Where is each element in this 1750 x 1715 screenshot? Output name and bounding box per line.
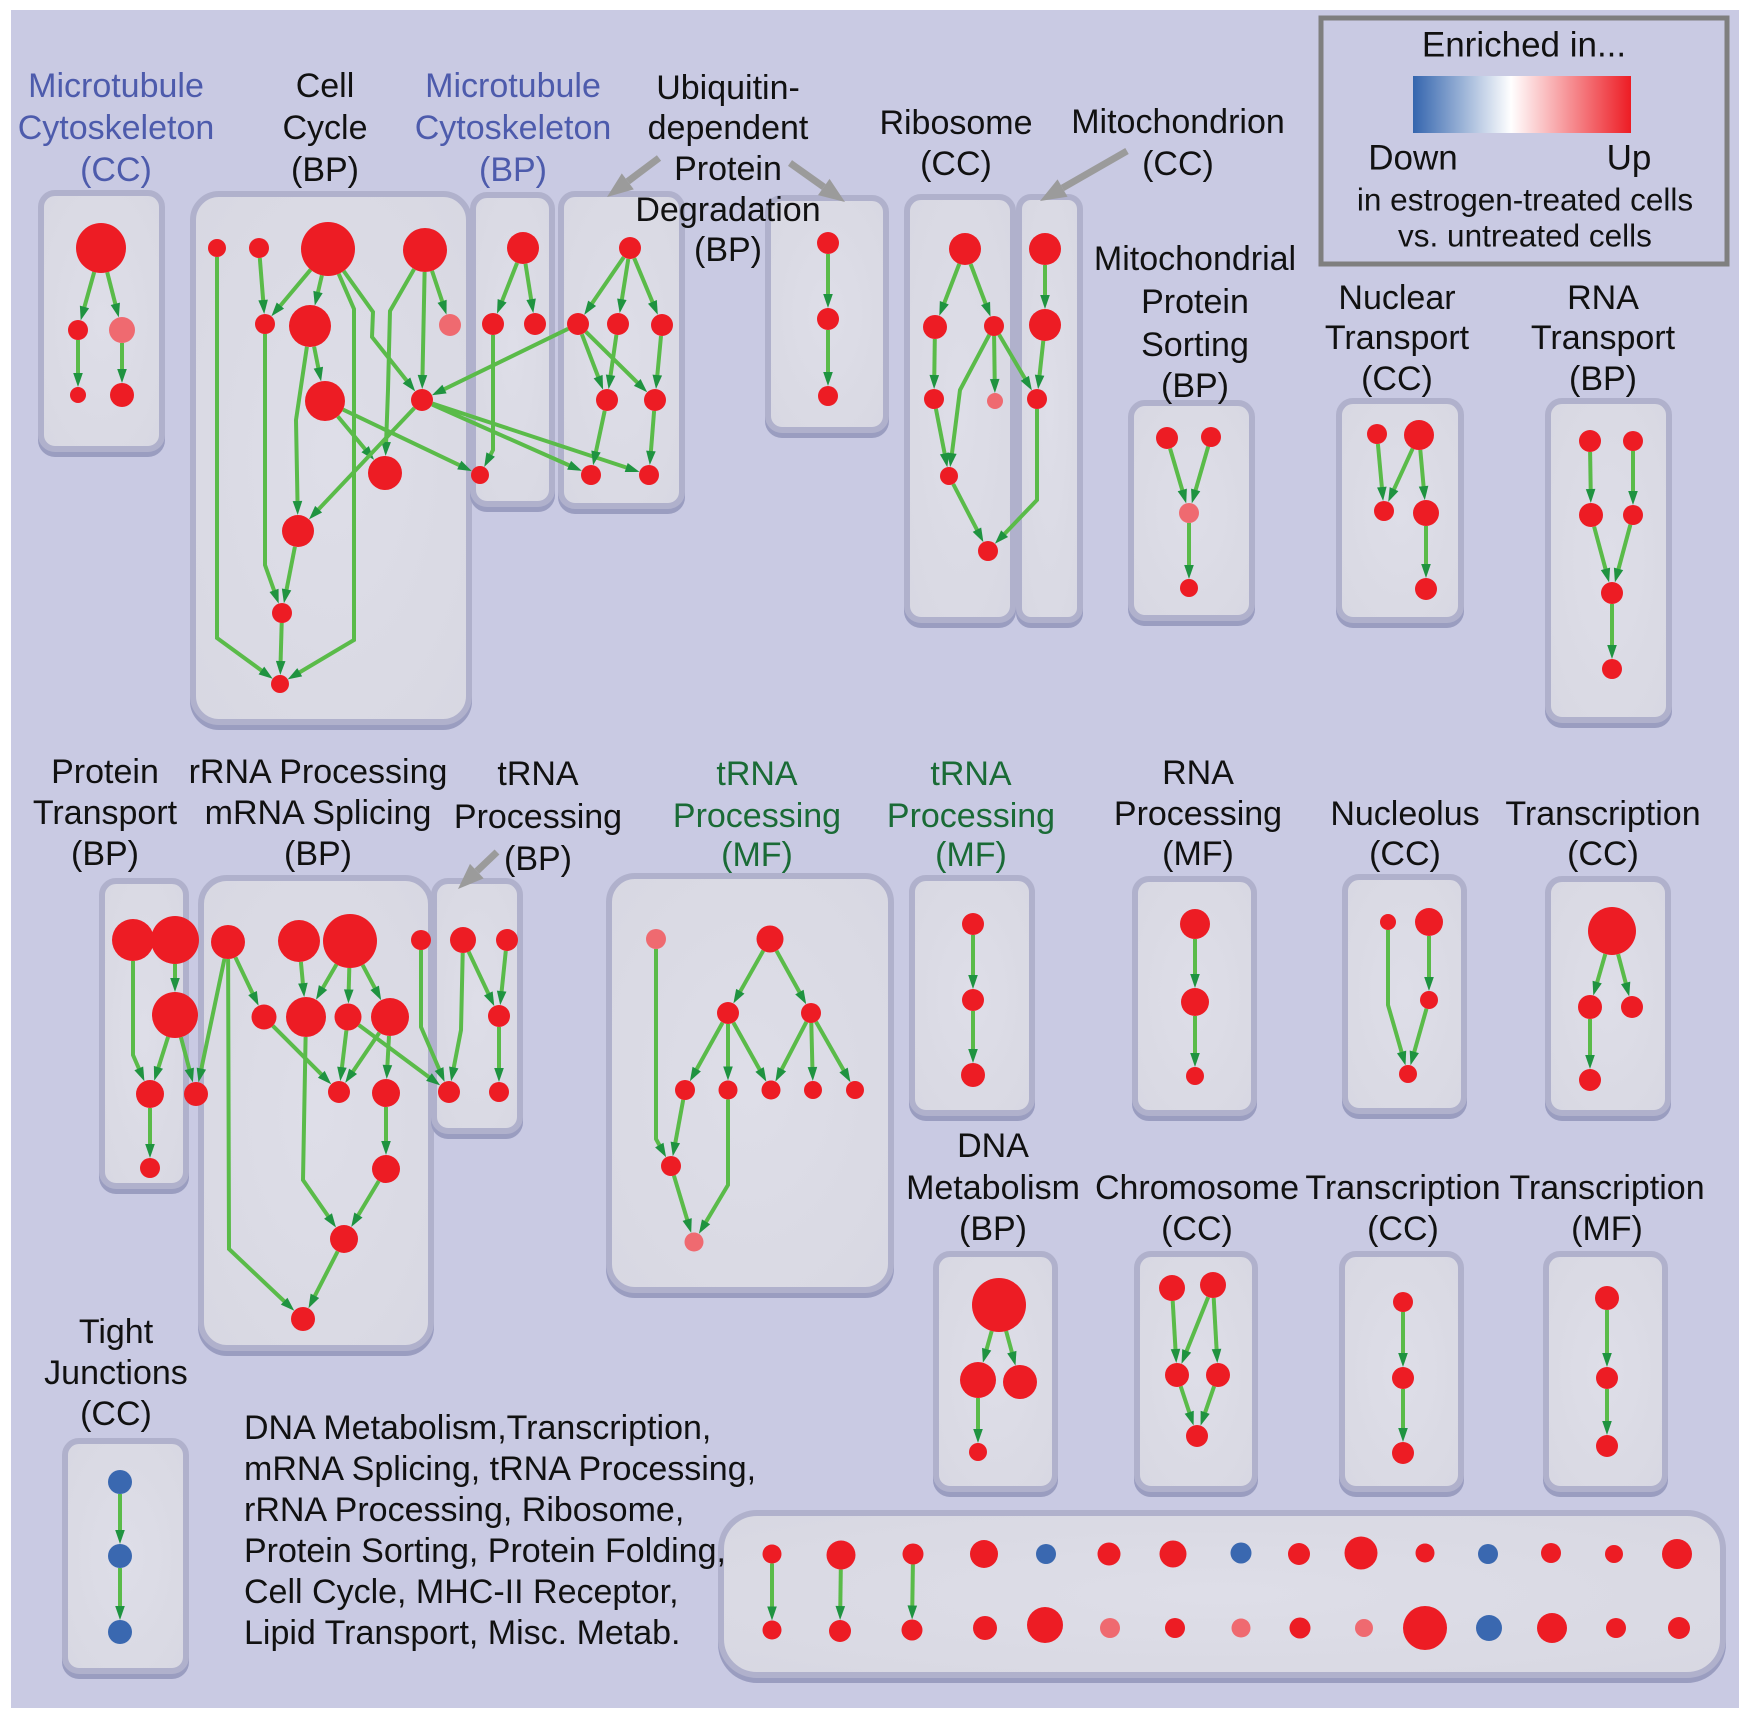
svg-text:Processing: Processing bbox=[454, 798, 622, 836]
svg-text:(CC): (CC) bbox=[80, 1395, 152, 1433]
svg-text:RNA: RNA bbox=[1567, 279, 1639, 317]
svg-text:(BP): (BP) bbox=[1161, 367, 1229, 405]
svg-text:(BP): (BP) bbox=[504, 840, 572, 878]
svg-text:(MF): (MF) bbox=[1571, 1210, 1643, 1248]
svg-text:Down: Down bbox=[1368, 138, 1457, 177]
svg-text:Lipid Transport, Misc. Metab.: Lipid Transport, Misc. Metab. bbox=[244, 1614, 681, 1652]
svg-text:Transport: Transport bbox=[1325, 319, 1470, 357]
svg-text:Nuclear: Nuclear bbox=[1338, 279, 1455, 317]
svg-text:Ubiquitin-: Ubiquitin- bbox=[656, 69, 800, 107]
svg-text:Enriched in...: Enriched in... bbox=[1422, 25, 1626, 64]
svg-text:Up: Up bbox=[1607, 138, 1652, 177]
svg-text:vs. untreated cells: vs. untreated cells bbox=[1398, 217, 1652, 253]
svg-text:(BP): (BP) bbox=[284, 835, 352, 873]
svg-text:(CC): (CC) bbox=[1361, 360, 1433, 398]
svg-text:dependent: dependent bbox=[648, 109, 809, 147]
svg-text:Metabolism: Metabolism bbox=[906, 1169, 1080, 1207]
svg-text:(BP): (BP) bbox=[1569, 360, 1637, 398]
svg-text:Mitochondrial: Mitochondrial bbox=[1094, 240, 1296, 278]
svg-text:Protein: Protein bbox=[1141, 283, 1249, 321]
svg-text:RNA: RNA bbox=[1162, 754, 1234, 792]
svg-text:(BP): (BP) bbox=[694, 231, 762, 269]
svg-text:(BP): (BP) bbox=[959, 1210, 1027, 1248]
svg-text:Tight: Tight bbox=[79, 1313, 154, 1351]
svg-text:mRNA Splicing: mRNA Splicing bbox=[205, 794, 432, 832]
svg-text:Sorting: Sorting bbox=[1141, 326, 1249, 364]
svg-text:(CC): (CC) bbox=[1367, 1210, 1439, 1248]
svg-text:Protein Sorting, Protein Foldi: Protein Sorting, Protein Folding, bbox=[244, 1532, 726, 1570]
svg-text:Transcription: Transcription bbox=[1509, 1169, 1704, 1207]
svg-text:DNA: DNA bbox=[957, 1127, 1029, 1165]
svg-text:Cell Cycle, MHC-II Receptor,: Cell Cycle, MHC-II Receptor, bbox=[244, 1573, 679, 1611]
svg-text:Ribosome: Ribosome bbox=[879, 104, 1032, 142]
svg-text:Microtubule: Microtubule bbox=[425, 67, 601, 105]
svg-text:Junctions: Junctions bbox=[44, 1354, 188, 1392]
svg-text:Protein: Protein bbox=[674, 150, 782, 188]
svg-text:(CC): (CC) bbox=[1142, 145, 1214, 183]
svg-text:Chromosome: Chromosome bbox=[1095, 1169, 1299, 1207]
svg-text:Transport: Transport bbox=[1531, 319, 1676, 357]
svg-text:Processing: Processing bbox=[1114, 795, 1282, 833]
svg-text:Nucleolus: Nucleolus bbox=[1330, 795, 1479, 833]
svg-text:mRNA Splicing, tRNA Processing: mRNA Splicing, tRNA Processing, bbox=[244, 1450, 756, 1488]
svg-text:Processing: Processing bbox=[673, 797, 841, 835]
svg-text:(MF): (MF) bbox=[1162, 835, 1234, 873]
svg-text:rRNA Processing, Ribosome,: rRNA Processing, Ribosome, bbox=[244, 1491, 684, 1529]
svg-text:(MF): (MF) bbox=[935, 836, 1007, 874]
svg-text:(BP): (BP) bbox=[291, 151, 359, 189]
svg-text:(CC): (CC) bbox=[80, 151, 152, 189]
svg-text:in estrogen-treated cells: in estrogen-treated cells bbox=[1357, 181, 1693, 217]
svg-text:Cytoskeleton: Cytoskeleton bbox=[415, 109, 612, 147]
svg-text:Microtubule: Microtubule bbox=[28, 67, 204, 105]
svg-text:(CC): (CC) bbox=[1567, 835, 1639, 873]
svg-text:tRNA: tRNA bbox=[716, 755, 798, 793]
svg-text:Transport: Transport bbox=[33, 794, 178, 832]
svg-text:Processing: Processing bbox=[887, 797, 1055, 835]
svg-text:Cycle: Cycle bbox=[282, 109, 367, 147]
svg-text:Protein: Protein bbox=[51, 753, 159, 791]
svg-text:(MF): (MF) bbox=[721, 836, 793, 874]
svg-text:Transcription: Transcription bbox=[1505, 795, 1700, 833]
svg-text:Cytoskeleton: Cytoskeleton bbox=[18, 109, 215, 147]
svg-text:Cell: Cell bbox=[296, 67, 355, 105]
svg-text:tRNA: tRNA bbox=[930, 755, 1012, 793]
svg-text:(CC): (CC) bbox=[1161, 1210, 1233, 1248]
svg-text:(CC): (CC) bbox=[920, 145, 992, 183]
svg-text:Transcription: Transcription bbox=[1305, 1169, 1500, 1207]
svg-text:(BP): (BP) bbox=[71, 835, 139, 873]
svg-text:(CC): (CC) bbox=[1369, 835, 1441, 873]
svg-text:Degradation: Degradation bbox=[635, 191, 820, 229]
svg-text:rRNA Processing: rRNA Processing bbox=[189, 753, 448, 791]
svg-text:DNA Metabolism,Transcription,: DNA Metabolism,Transcription, bbox=[244, 1409, 711, 1447]
svg-text:tRNA: tRNA bbox=[497, 755, 579, 793]
svg-text:Mitochondrion: Mitochondrion bbox=[1071, 103, 1285, 141]
svg-text:(BP): (BP) bbox=[479, 151, 547, 189]
